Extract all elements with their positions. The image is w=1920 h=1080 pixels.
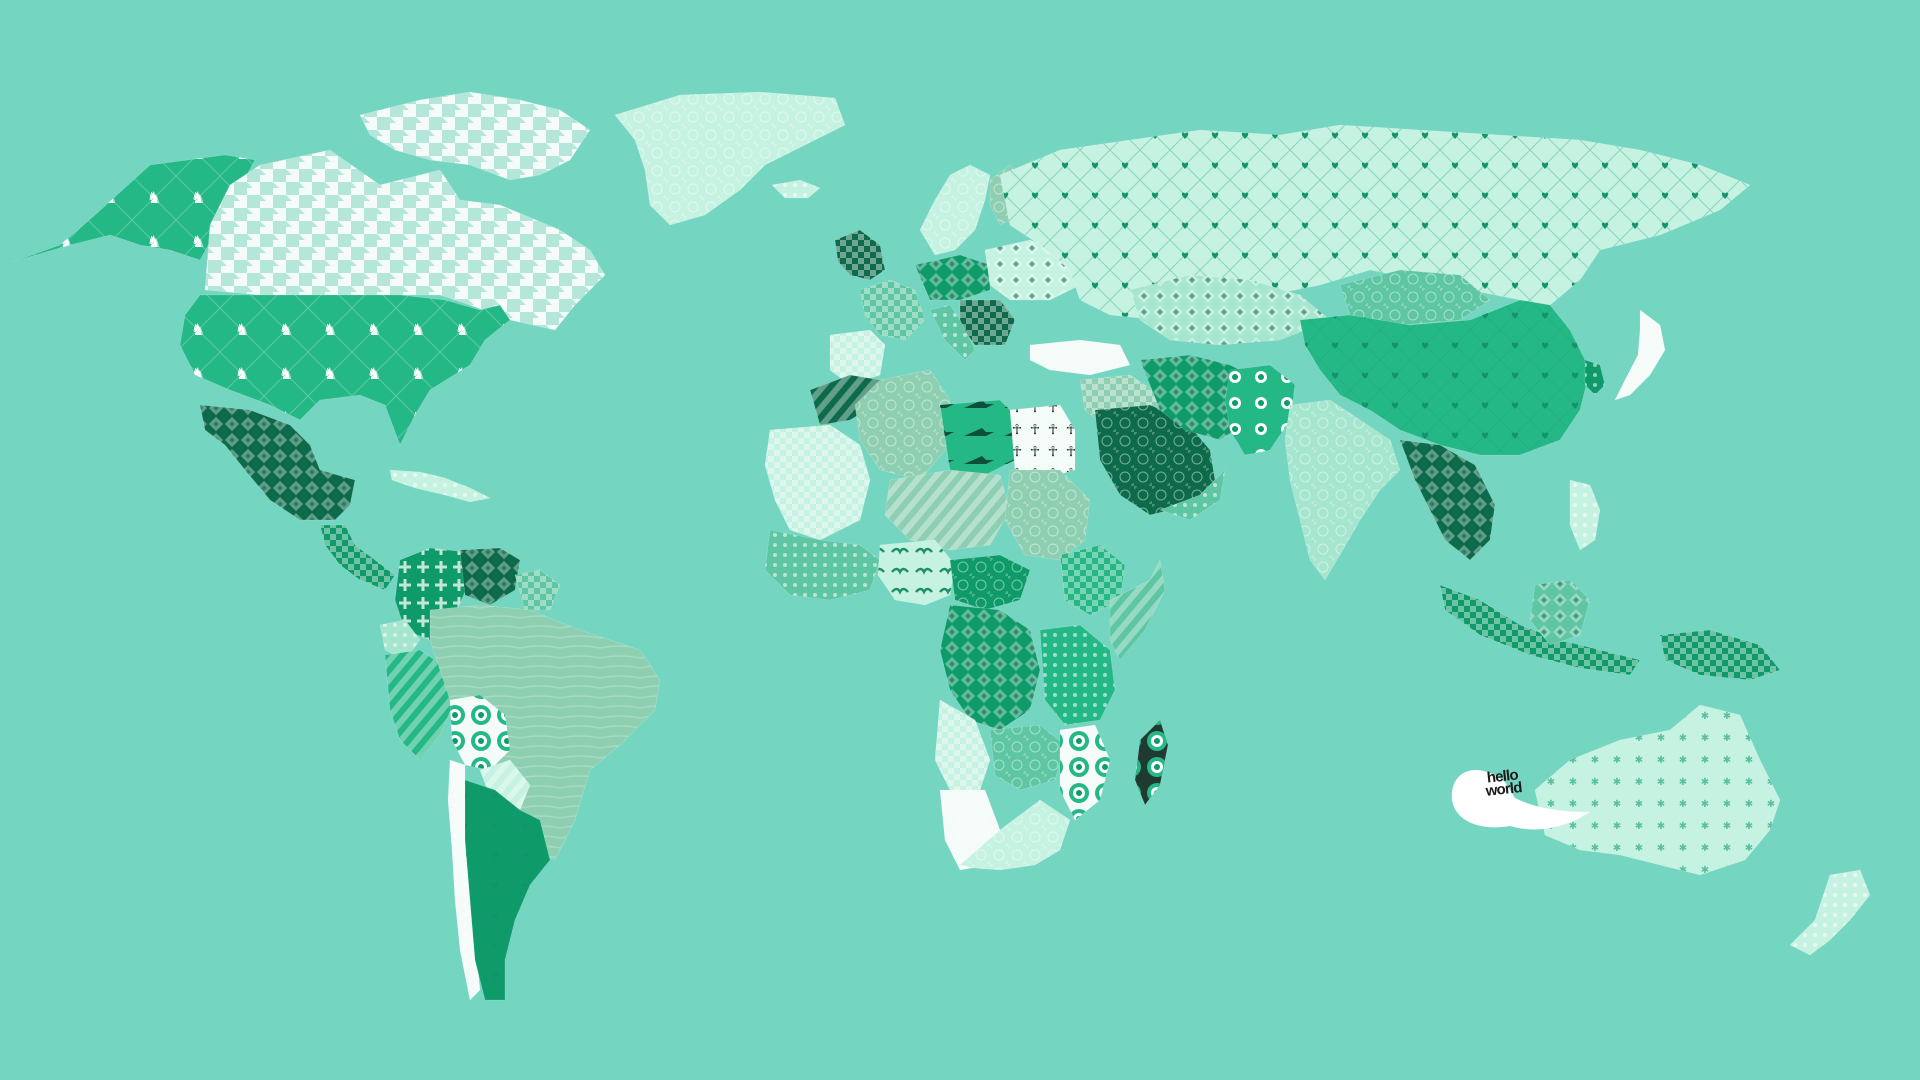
- country-pattern-niger-chad: [885, 470, 1010, 550]
- country-pattern-balkans: [960, 300, 1015, 345]
- country-pattern-greenland: [615, 92, 845, 225]
- country-pattern-central-african-republic: [950, 555, 1030, 610]
- country-pattern-south-africa: [960, 800, 1070, 870]
- country-pattern-madagascar: [1135, 720, 1168, 805]
- country-pattern-central-europe: [915, 255, 990, 300]
- country-pattern-china: [1300, 300, 1590, 455]
- country-pattern-canada: [205, 150, 605, 330]
- countries-layer: [11, 91, 1871, 1001]
- country-pattern-west-africa: [765, 530, 880, 600]
- country-pattern-philippines: [1570, 480, 1600, 550]
- country-pattern-kazakhstan: [1130, 275, 1330, 345]
- country-pattern-east-africa: [1040, 625, 1115, 725]
- country-pattern-scandinavia: [920, 165, 990, 255]
- country-pattern-peru: [385, 650, 455, 760]
- country-pattern-borneo: [1530, 580, 1590, 645]
- country-pattern-chile: [448, 760, 480, 1000]
- country-pattern-mauritania-mali: [765, 425, 870, 540]
- country-pattern-bolivia: [450, 695, 510, 770]
- country-pattern-japan: [1615, 310, 1665, 400]
- country-pattern-new-zealand: [1790, 870, 1870, 955]
- country-pattern-argentina: [465, 780, 550, 1000]
- country-pattern-new-guinea: [1660, 630, 1780, 680]
- country-pattern-egypt: [1010, 405, 1075, 480]
- country-pattern-australia: [1535, 705, 1780, 875]
- country-pattern-brazil: [430, 605, 660, 860]
- country-pattern-somalia: [1110, 560, 1165, 660]
- hello-world-logo: [1451, 769, 1590, 830]
- country-pattern-libya: [940, 400, 1020, 475]
- country-pattern-italy: [930, 305, 975, 360]
- country-pattern-mexico: [200, 405, 355, 520]
- country-pattern-iceland: [772, 180, 820, 198]
- country-pattern-mongolia: [1340, 270, 1490, 325]
- country-pattern-southeast-asia: [1400, 440, 1495, 560]
- country-pattern-turkey: [1030, 340, 1130, 375]
- country-pattern-algeria: [855, 370, 950, 480]
- country-pattern-russia: [1000, 125, 1750, 320]
- country-pattern-ecuador: [380, 620, 420, 660]
- country-pattern-usa: [180, 295, 510, 445]
- country-pattern-sudan: [1005, 470, 1090, 560]
- country-pattern-yemen-oman: [1160, 470, 1225, 520]
- country-pattern-saudi-arabia: [1095, 405, 1215, 515]
- country-pattern-iberia: [830, 330, 885, 385]
- country-pattern-venezuela: [460, 548, 520, 605]
- country-pattern-angola: [935, 700, 990, 790]
- country-pattern-canadian-arctic-islands: [360, 92, 590, 180]
- country-pattern-guianas: [515, 570, 560, 610]
- country-pattern-western-europe: [860, 280, 925, 340]
- country-pattern-indonesia: [1440, 585, 1640, 675]
- country-pattern-congo: [940, 605, 1040, 730]
- country-pattern-ethiopia: [1060, 545, 1125, 615]
- country-pattern-alaska: [12, 155, 255, 262]
- country-pattern-nigeria: [878, 540, 955, 605]
- country-pattern-afghanistan-pakistan: [1225, 365, 1295, 455]
- country-pattern-zambia: [990, 725, 1065, 790]
- country-pattern-uk-ireland: [835, 230, 885, 280]
- country-pattern-mozambique: [1060, 725, 1110, 820]
- country-pattern-india: [1285, 400, 1400, 580]
- country-pattern-korea: [1585, 360, 1605, 395]
- country-pattern-caribbean: [390, 470, 490, 502]
- country-pattern-central-america: [320, 525, 395, 590]
